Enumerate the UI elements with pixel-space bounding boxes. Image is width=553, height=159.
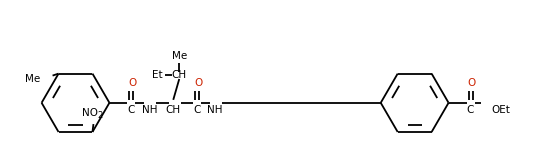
Text: C: C [467, 105, 474, 115]
Text: C: C [194, 105, 201, 115]
Text: O: O [194, 78, 202, 88]
Text: CH: CH [171, 70, 187, 80]
Text: NH: NH [142, 105, 157, 115]
Text: NH: NH [207, 105, 223, 115]
Text: CH: CH [166, 105, 181, 115]
Text: O: O [467, 78, 476, 88]
Text: Et: Et [152, 70, 163, 80]
Text: Me: Me [171, 51, 187, 61]
Text: O: O [128, 78, 137, 88]
Text: OEt: OEt [491, 105, 510, 115]
Text: NO: NO [82, 108, 98, 118]
Text: Me: Me [25, 74, 40, 84]
Text: 2: 2 [98, 111, 103, 120]
Text: C: C [128, 105, 135, 115]
